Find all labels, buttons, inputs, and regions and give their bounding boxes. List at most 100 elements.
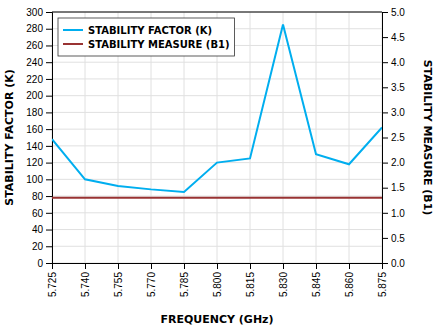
tick-label: 280 bbox=[26, 23, 43, 34]
tick: 4.0 bbox=[382, 57, 405, 68]
tick: 0.5 bbox=[382, 233, 405, 244]
tick-label: 240 bbox=[26, 57, 43, 68]
tick-label: 5.755 bbox=[113, 272, 124, 297]
tick: 5.830 bbox=[278, 263, 289, 297]
x-axis-title: FREQUENCY (GHz) bbox=[160, 313, 273, 326]
tick-mark bbox=[283, 263, 284, 269]
tick-label: 5.845 bbox=[311, 272, 322, 297]
tick-mark bbox=[382, 163, 388, 164]
tick: 160 bbox=[26, 124, 52, 135]
x-axis: 5.725 5.740 5.755 5.770 5.785 5.800 5.815 5.830… bbox=[47, 263, 388, 297]
tick: 220 bbox=[26, 74, 52, 85]
tick-label: 80 bbox=[32, 191, 44, 202]
grid-line bbox=[349, 12, 350, 263]
grid-line bbox=[52, 95, 382, 96]
tick-label: 3.5 bbox=[391, 82, 405, 93]
grid-line bbox=[283, 12, 284, 263]
tick-mark bbox=[46, 263, 52, 264]
tick-label: 2.5 bbox=[391, 132, 405, 143]
series-line bbox=[52, 197, 382, 199]
tick-label: 4.0 bbox=[391, 57, 405, 68]
tick-label: 5.740 bbox=[80, 272, 91, 297]
legend-label: STABILITY MEASURE (B1) bbox=[88, 39, 230, 50]
tick: 5.0 bbox=[382, 7, 405, 18]
tick-mark bbox=[217, 263, 218, 269]
tick-mark bbox=[46, 129, 52, 130]
tick-label: 1.5 bbox=[391, 182, 405, 193]
tick: 5.815 bbox=[245, 263, 256, 297]
tick-label: 120 bbox=[26, 157, 43, 168]
tick-mark bbox=[46, 163, 52, 164]
grid-line bbox=[52, 78, 382, 79]
tick: 1.5 bbox=[382, 182, 405, 193]
tick-mark bbox=[382, 12, 388, 13]
legend-swatch bbox=[63, 43, 83, 45]
tick-label: 220 bbox=[26, 74, 43, 85]
tick: 200 bbox=[26, 90, 52, 101]
axis-domain bbox=[46, 13, 53, 264]
legend-swatch bbox=[63, 29, 83, 31]
tick-mark bbox=[46, 12, 52, 13]
y2-axis: 0.00.51.01.52.02.53.03.54.04.55.0 bbox=[382, 7, 405, 269]
grid-line bbox=[52, 12, 382, 13]
tick-mark bbox=[46, 196, 52, 197]
tick-label: 60 bbox=[32, 208, 44, 219]
tick: 280 bbox=[26, 23, 52, 34]
tick-mark bbox=[349, 263, 350, 269]
tick-label: 5.725 bbox=[47, 272, 58, 297]
tick-mark bbox=[46, 230, 52, 231]
tick: 5.755 bbox=[113, 263, 124, 297]
tick: 40 bbox=[32, 224, 52, 235]
tick-mark bbox=[382, 37, 388, 38]
tick-mark bbox=[382, 138, 388, 139]
grid-line bbox=[250, 12, 251, 263]
tick: 5.785 bbox=[179, 263, 190, 297]
tick-label: 300 bbox=[26, 7, 43, 18]
tick-label: 5.785 bbox=[179, 272, 190, 297]
tick-label: 100 bbox=[26, 174, 43, 185]
tick-mark bbox=[382, 238, 388, 239]
tick-mark bbox=[46, 112, 52, 113]
tick-mark bbox=[184, 263, 185, 269]
tick-mark bbox=[382, 263, 388, 264]
tick: 5.800 bbox=[212, 263, 223, 297]
tick-mark bbox=[316, 263, 317, 269]
legend-box bbox=[58, 18, 235, 56]
tick: 5.860 bbox=[344, 263, 355, 297]
tick-mark bbox=[382, 213, 388, 214]
axis-domain bbox=[53, 264, 383, 270]
tick-label: 0.5 bbox=[391, 233, 405, 244]
tick: 2.5 bbox=[382, 132, 405, 143]
tick: 5.740 bbox=[80, 263, 91, 297]
grid-line bbox=[52, 129, 382, 130]
tick: 140 bbox=[26, 141, 52, 152]
tick: 180 bbox=[26, 107, 52, 118]
legend: STABILITY FACTOR (K)STABILITY MEASURE (B… bbox=[58, 18, 235, 56]
grid-line bbox=[52, 179, 382, 180]
tick-label: 5.0 bbox=[391, 7, 405, 18]
tick-label: 140 bbox=[26, 141, 43, 152]
tick: 260 bbox=[26, 40, 52, 51]
tick-label: 1.0 bbox=[391, 208, 405, 219]
tick: 1.0 bbox=[382, 208, 405, 219]
grid bbox=[52, 12, 382, 263]
tick-mark bbox=[382, 62, 388, 63]
tick-mark bbox=[46, 62, 52, 63]
tick-label: 5.770 bbox=[146, 272, 157, 297]
grid-line bbox=[52, 145, 382, 146]
tick: 5.875 bbox=[377, 263, 388, 297]
tick-mark bbox=[46, 79, 52, 80]
tick: 300 bbox=[26, 7, 52, 18]
tick-label: 160 bbox=[26, 124, 43, 135]
grid-line bbox=[52, 212, 382, 213]
y-axis-title: STABILITY FACTOR (K) bbox=[3, 69, 16, 206]
tick-mark bbox=[46, 45, 52, 46]
frame bbox=[52, 12, 382, 13]
tick: 5.770 bbox=[146, 263, 157, 297]
tick-label: 40 bbox=[32, 224, 44, 235]
grid-line bbox=[52, 62, 382, 63]
chart: 5.725 5.740 5.755 5.770 5.785 5.800 5.815 5.830… bbox=[0, 0, 434, 329]
tick-mark bbox=[118, 263, 119, 269]
y-axis: 0204060801001201401601802002202402602803… bbox=[26, 7, 52, 269]
tick: 80 bbox=[32, 191, 52, 202]
